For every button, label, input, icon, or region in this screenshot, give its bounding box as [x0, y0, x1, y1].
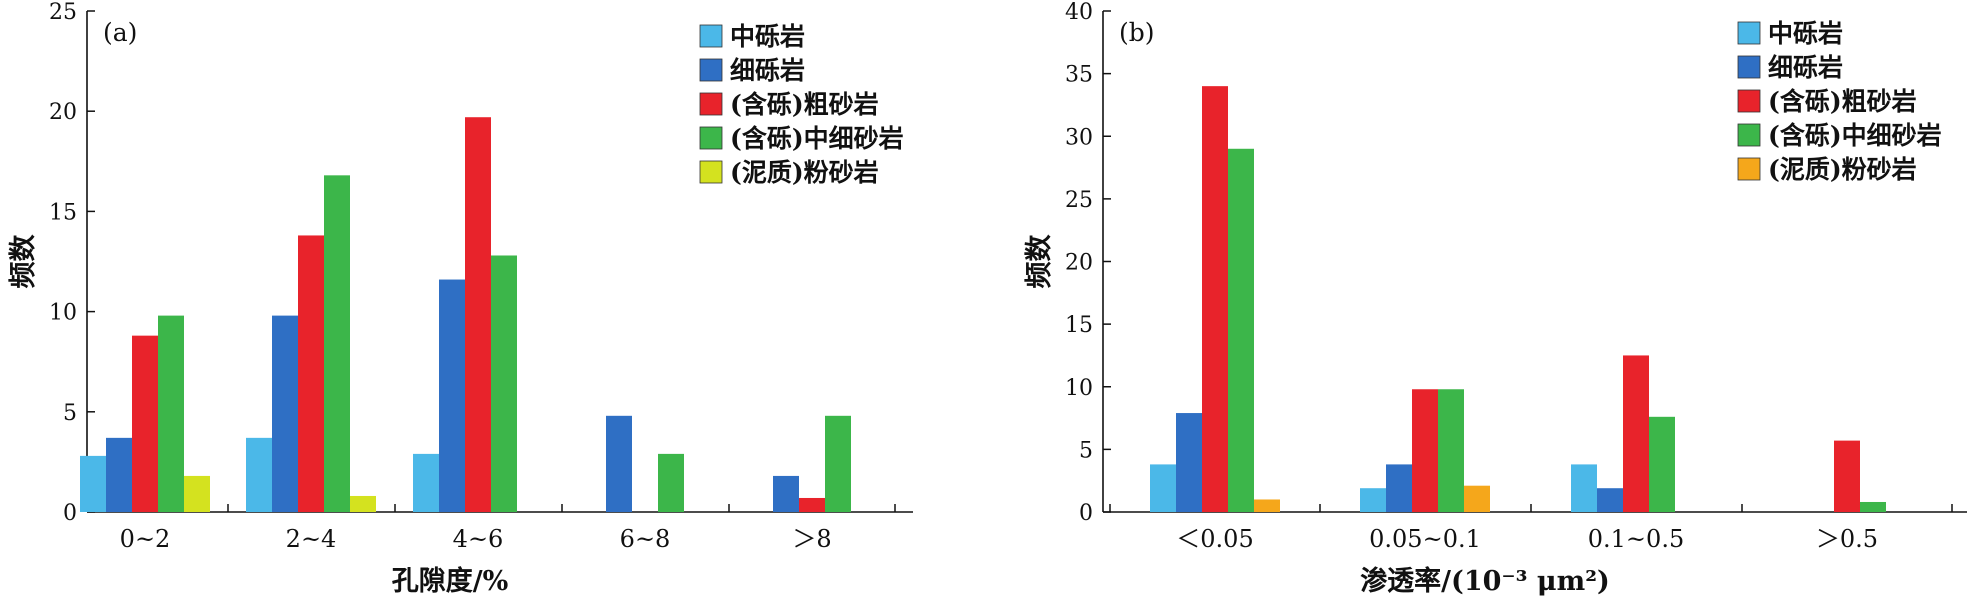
chart-a-bar — [491, 255, 517, 512]
chart-a-ytick-label: 25 — [49, 0, 77, 25]
chart-b-legend-label: (含砾)中细砂岩 — [1768, 121, 1942, 150]
chart-a-y-axis-label: 频数 — [8, 234, 39, 289]
chart-b-ytick-label: 0 — [1079, 501, 1093, 526]
chart-a-bar — [80, 455, 106, 512]
chart-a-legend-label: (含砾)粗砂岩 — [730, 90, 879, 119]
chart-a-ytick-label: 15 — [49, 200, 77, 225]
chart-a-bar — [184, 475, 210, 512]
chart-b-bar — [1412, 389, 1438, 512]
chart-a-bar — [106, 437, 132, 512]
chart-b-ytick-label: 20 — [1065, 251, 1093, 276]
chart-a-bar — [825, 415, 851, 512]
chart-a-x-axis-label: 孔隙度/% — [392, 565, 509, 596]
chart-b-panel-label: (b) — [1119, 18, 1155, 47]
chart-b-legend-swatch — [1737, 89, 1761, 113]
chart-a-legend-swatch — [699, 160, 723, 184]
chart-b-ytick-label: 30 — [1065, 125, 1093, 150]
chart-b-ytick-label: 10 — [1065, 376, 1093, 401]
chart-a-category-label: 2~4 — [286, 525, 337, 553]
chart-a-category-label: 6~8 — [620, 525, 671, 553]
chart-b-bar — [1571, 464, 1597, 512]
chart-b-bar — [1176, 413, 1202, 512]
chart-a-category-label: 4~6 — [453, 525, 504, 553]
chart-a-bar — [298, 235, 324, 512]
chart-b-legend-swatch — [1737, 55, 1761, 79]
chart-a-bar — [606, 415, 632, 512]
chart-b-ytick-label: 25 — [1065, 188, 1093, 213]
chart-b-legend-label: (泥质)粉砂岩 — [1768, 155, 1917, 184]
chart-a-ytick-label: 5 — [63, 401, 77, 426]
chart-a-legend-label: 中砾岩 — [730, 22, 805, 51]
chart-b-legend-swatch — [1737, 157, 1761, 181]
chart-a-bar — [413, 453, 439, 512]
chart-b-bar — [1150, 464, 1176, 512]
chart-a-bar — [158, 315, 184, 512]
chart-b-bar — [1860, 501, 1886, 512]
chart-a-category-label: 0~2 — [120, 525, 171, 553]
chart-b-bar — [1386, 464, 1412, 512]
chart-a-category-label: ＞8 — [792, 525, 831, 553]
chart-b-bar — [1438, 389, 1464, 512]
chart-a-bar — [272, 315, 298, 512]
chart-b-x-axis-label: 渗透率/(10⁻³ μm²) — [1360, 565, 1610, 596]
chart-b-category-label: ＜0.05 — [1176, 525, 1253, 553]
chart-b-bar — [1649, 416, 1675, 512]
chart-a-legend-label: (含砾)中细砂岩 — [730, 124, 904, 153]
chart-a-legend-swatch — [699, 24, 723, 48]
chart-b-bar — [1202, 86, 1228, 513]
chart-b-bar — [1834, 440, 1860, 512]
chart-b-bar — [1228, 148, 1254, 512]
chart-a-ytick-label: 20 — [49, 100, 77, 125]
chart-a-panel-label: (a) — [103, 18, 137, 47]
chart-a-bar — [799, 497, 825, 512]
chart-a-bar — [246, 437, 272, 512]
chart-b-category-label: 0.1~0.5 — [1588, 525, 1684, 553]
chart-b-bar — [1360, 488, 1386, 512]
chart-a-ytick-label: 0 — [63, 501, 77, 526]
chart-b-legend-label: 中砾岩 — [1768, 19, 1843, 48]
chart-b-bar — [1464, 485, 1490, 512]
chart-a-legend-swatch — [699, 58, 723, 82]
chart-a-bar — [132, 335, 158, 512]
chart-b-ytick-label: 35 — [1065, 63, 1093, 88]
chart-a-bar — [658, 453, 684, 512]
chart-a-ytick-label: 10 — [49, 301, 77, 326]
chart-b-bar — [1254, 499, 1280, 512]
chart-b-category-label: ＞0.5 — [1816, 525, 1878, 553]
chart-b-ytick-label: 5 — [1079, 438, 1093, 463]
chart-a-bar — [324, 175, 350, 512]
chart-b-legend-label: 细砾岩 — [1768, 53, 1843, 82]
chart-b-legend-swatch — [1737, 123, 1761, 147]
chart-b-bar — [1597, 488, 1623, 512]
chart-a-bar — [773, 475, 799, 512]
chart-a-legend-swatch — [699, 126, 723, 150]
chart-b-ytick-label: 40 — [1065, 0, 1093, 25]
chart-b-legend-swatch — [1737, 21, 1761, 45]
chart-a-legend-label: 细砾岩 — [730, 56, 805, 85]
chart-a-bar — [350, 495, 376, 512]
chart-a-legend-label: (泥质)粉砂岩 — [730, 158, 879, 187]
chart-a-bar — [465, 117, 491, 512]
chart-b-legend-label: (含砾)粗砂岩 — [1768, 87, 1917, 116]
chart-b-category-label: 0.05~0.1 — [1369, 525, 1481, 553]
chart-b-y-axis-label: 频数 — [1024, 234, 1055, 289]
chart-b-ytick-label: 15 — [1065, 313, 1093, 338]
chart-b-bar — [1623, 355, 1649, 512]
chart-a-bar — [439, 279, 465, 512]
chart-a-legend-swatch — [699, 92, 723, 116]
